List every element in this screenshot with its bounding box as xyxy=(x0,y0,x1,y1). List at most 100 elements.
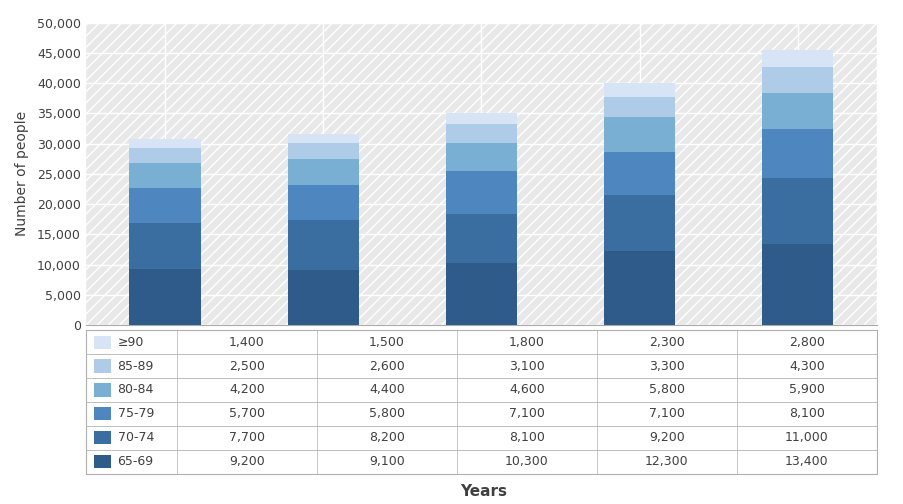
Bar xyxy=(603,195,675,250)
Bar xyxy=(603,195,675,250)
Text: 75-79: 75-79 xyxy=(117,407,154,420)
Bar xyxy=(445,171,517,214)
Bar xyxy=(603,152,675,195)
Bar xyxy=(86,354,876,378)
Bar xyxy=(287,159,358,185)
Text: 8,100: 8,100 xyxy=(508,431,545,445)
Bar xyxy=(761,50,833,67)
Bar xyxy=(86,330,876,354)
Bar xyxy=(129,188,200,223)
Bar xyxy=(445,113,517,124)
Bar xyxy=(94,384,111,397)
Text: 80-84: 80-84 xyxy=(117,384,154,397)
Bar xyxy=(761,93,833,129)
Bar xyxy=(86,23,876,325)
Bar xyxy=(445,113,517,124)
Text: 1,500: 1,500 xyxy=(368,336,405,349)
Text: 4,300: 4,300 xyxy=(788,359,824,372)
Bar xyxy=(129,148,200,163)
Bar xyxy=(287,185,358,220)
Bar xyxy=(129,270,200,325)
Bar xyxy=(129,163,200,188)
Bar xyxy=(761,50,833,67)
Bar xyxy=(445,124,517,143)
Text: 8,100: 8,100 xyxy=(788,407,824,420)
Text: 5,700: 5,700 xyxy=(228,407,265,420)
Text: 70-74: 70-74 xyxy=(117,431,154,445)
Text: 10,300: 10,300 xyxy=(505,455,548,468)
Text: 7,700: 7,700 xyxy=(228,431,265,445)
Bar xyxy=(129,140,200,148)
Text: 5,900: 5,900 xyxy=(788,384,824,397)
Bar xyxy=(445,263,517,325)
Bar xyxy=(761,244,833,325)
Text: 2,500: 2,500 xyxy=(228,359,265,372)
Bar xyxy=(761,67,833,93)
Bar xyxy=(603,250,675,325)
Bar xyxy=(86,378,876,402)
Text: 7,100: 7,100 xyxy=(648,407,684,420)
Text: 12,300: 12,300 xyxy=(645,455,688,468)
Text: 4,400: 4,400 xyxy=(368,384,405,397)
Bar xyxy=(94,336,111,349)
Text: 4,200: 4,200 xyxy=(228,384,265,397)
Bar xyxy=(603,83,675,97)
Bar xyxy=(129,188,200,223)
Bar xyxy=(287,143,358,159)
Text: 9,200: 9,200 xyxy=(648,431,684,445)
Bar xyxy=(603,117,675,152)
Bar xyxy=(94,431,111,445)
Bar xyxy=(287,270,358,325)
Bar xyxy=(287,143,358,159)
Bar xyxy=(129,148,200,163)
Bar xyxy=(761,129,833,177)
Bar xyxy=(445,214,517,263)
Bar xyxy=(761,93,833,129)
Text: 85-89: 85-89 xyxy=(117,359,154,372)
Bar xyxy=(603,97,675,117)
Bar xyxy=(287,159,358,185)
Bar xyxy=(445,263,517,325)
Text: 7,100: 7,100 xyxy=(508,407,545,420)
Bar xyxy=(761,244,833,325)
Bar xyxy=(287,220,358,270)
Bar xyxy=(603,83,675,97)
Text: Years: Years xyxy=(460,484,507,499)
Bar xyxy=(86,402,876,426)
Text: ≥90: ≥90 xyxy=(117,336,144,349)
Text: 3,100: 3,100 xyxy=(508,359,545,372)
Bar xyxy=(129,140,200,148)
Bar xyxy=(287,134,358,143)
Bar xyxy=(129,223,200,270)
Bar xyxy=(287,185,358,220)
Text: 5,800: 5,800 xyxy=(368,407,405,420)
Bar xyxy=(761,67,833,93)
Text: 13,400: 13,400 xyxy=(784,455,828,468)
Text: 9,200: 9,200 xyxy=(228,455,265,468)
Bar xyxy=(445,124,517,143)
Bar xyxy=(287,220,358,270)
Bar xyxy=(94,359,111,372)
Text: 8,200: 8,200 xyxy=(368,431,405,445)
Bar xyxy=(603,97,675,117)
Bar xyxy=(86,426,876,450)
Text: 4,600: 4,600 xyxy=(508,384,545,397)
Bar xyxy=(603,250,675,325)
Bar xyxy=(445,143,517,171)
Bar xyxy=(445,214,517,263)
Text: 11,000: 11,000 xyxy=(784,431,828,445)
Y-axis label: Number of people: Number of people xyxy=(14,111,29,236)
Bar xyxy=(129,223,200,270)
Bar xyxy=(94,407,111,420)
Bar xyxy=(603,117,675,152)
Bar xyxy=(603,152,675,195)
Bar xyxy=(129,163,200,188)
Bar xyxy=(445,171,517,214)
Bar xyxy=(287,134,358,143)
Text: 1,800: 1,800 xyxy=(508,336,545,349)
Text: 5,800: 5,800 xyxy=(648,384,684,397)
Text: 65-69: 65-69 xyxy=(117,455,154,468)
Text: 1,400: 1,400 xyxy=(228,336,265,349)
Text: 3,300: 3,300 xyxy=(648,359,684,372)
Bar xyxy=(761,177,833,244)
